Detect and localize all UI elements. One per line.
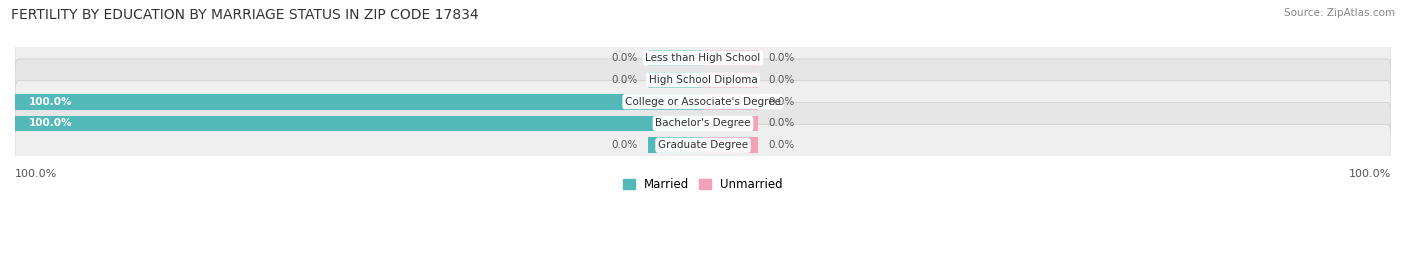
Text: Less than High School: Less than High School [645,53,761,63]
Bar [703,94,758,110]
Text: 0.0%: 0.0% [768,75,794,85]
Text: High School Diploma: High School Diploma [648,75,758,85]
Text: Source: ZipAtlas.com: Source: ZipAtlas.com [1284,8,1395,18]
Bar [15,116,703,131]
Bar [15,94,703,110]
Bar [703,137,758,153]
Bar [648,72,703,88]
Text: 100.0%: 100.0% [28,118,72,128]
FancyBboxPatch shape [15,103,1391,144]
FancyBboxPatch shape [15,59,1391,101]
Text: Bachelor's Degree: Bachelor's Degree [655,118,751,128]
Bar [648,50,703,66]
Text: 0.0%: 0.0% [768,118,794,128]
Text: 0.0%: 0.0% [612,140,638,150]
Text: FERTILITY BY EDUCATION BY MARRIAGE STATUS IN ZIP CODE 17834: FERTILITY BY EDUCATION BY MARRIAGE STATU… [11,8,479,22]
Text: 100.0%: 100.0% [1348,169,1391,179]
Text: 0.0%: 0.0% [768,97,794,107]
FancyBboxPatch shape [15,81,1391,122]
Text: 100.0%: 100.0% [28,97,72,107]
Bar [703,116,758,131]
Text: 0.0%: 0.0% [768,140,794,150]
Text: 0.0%: 0.0% [612,53,638,63]
Bar [703,50,758,66]
FancyBboxPatch shape [15,124,1391,166]
Bar [648,137,703,153]
Text: College or Associate's Degree: College or Associate's Degree [626,97,780,107]
Legend: Married, Unmarried: Married, Unmarried [619,174,787,196]
Text: 0.0%: 0.0% [612,75,638,85]
Bar [703,72,758,88]
Text: 0.0%: 0.0% [768,53,794,63]
FancyBboxPatch shape [15,37,1391,79]
Text: Graduate Degree: Graduate Degree [658,140,748,150]
Text: 100.0%: 100.0% [15,169,58,179]
